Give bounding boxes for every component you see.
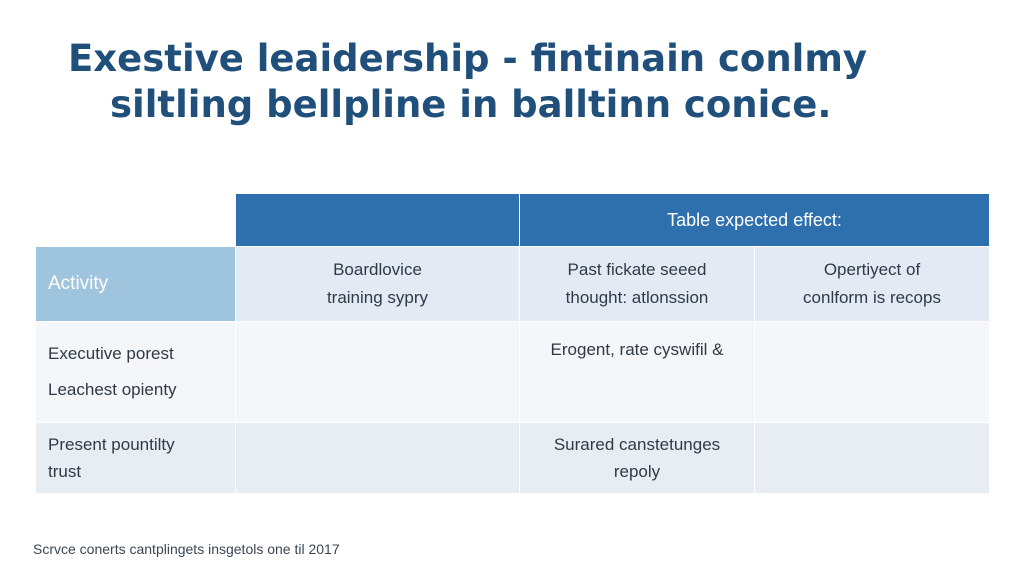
table-header-title: Table expected effect: bbox=[518, 193, 991, 247]
subheader-2-line-1: Past fickate seeed bbox=[567, 260, 707, 279]
table-subheader-row: Activity Boardlovice training sypry Past… bbox=[35, 246, 991, 322]
title-line-2: siltling bellpline in balltinn conice. bbox=[110, 83, 832, 126]
title-line-1: Exestive leaidership - fintinain conlmy bbox=[68, 37, 868, 80]
subheader-cell-2: Past fickate seeed thought: atlonssion bbox=[519, 246, 755, 322]
row-1-label-line-2: Leachest opienty bbox=[48, 380, 177, 399]
effects-table: Table expected effect: Activity Boardlov… bbox=[35, 193, 991, 494]
row-1-label-cell: Executive porest Leachest opienty bbox=[35, 321, 236, 423]
row-1-cell-2: Erogent, rate cyswifil & bbox=[519, 321, 755, 423]
subheader-1-line-2: training sypry bbox=[326, 288, 429, 307]
row-2-cell-2-line-2: repoly bbox=[613, 462, 661, 481]
row-2-label-line-2: trust bbox=[48, 462, 82, 481]
table-row: Executive porest Leachest opienty Erogen… bbox=[35, 321, 991, 423]
subheader-3-line-2: conlform is recops bbox=[803, 288, 941, 307]
footnote: Scrvce conerts cantplingets insgetols on… bbox=[33, 541, 340, 557]
row-1-cell-1 bbox=[235, 321, 520, 423]
header-blank-cell bbox=[235, 193, 520, 247]
subheader-cell-3: Opertiyect of conlform is recops bbox=[753, 246, 991, 322]
slide-title: Exestive leaidership - fintinain conlmy … bbox=[0, 36, 1024, 128]
row-2-cell-2: Surared canstetunges repoly bbox=[519, 422, 755, 494]
row-2-label-line-1: Present pountilty bbox=[48, 435, 175, 454]
header-empty-corner bbox=[35, 193, 236, 247]
row-1-label-line-1: Executive porest bbox=[48, 344, 174, 363]
activity-header-cell: Activity bbox=[35, 246, 236, 322]
subheader-2-line-2: thought: atlonssion bbox=[565, 288, 709, 307]
subheader-cell-1: Boardlovice training sypry bbox=[235, 246, 520, 322]
row-2-cell-3 bbox=[753, 422, 991, 494]
row-2-label-cell: Present pountilty trust bbox=[35, 422, 236, 494]
row-2-cell-2-line-1: Surared canstetunges bbox=[553, 435, 721, 454]
table-row: Present pountilty trust Surared canstetu… bbox=[35, 422, 991, 494]
table-header-row: Table expected effect: bbox=[35, 193, 991, 247]
row-1-cell-3 bbox=[753, 321, 991, 423]
subheader-1-line-1: Boardlovice bbox=[333, 260, 422, 279]
row-2-cell-1 bbox=[235, 422, 520, 494]
row-1-cell-2-line-1: Erogent, rate cyswifil & bbox=[550, 340, 724, 359]
subheader-3-line-1: Opertiyect of bbox=[823, 260, 921, 279]
